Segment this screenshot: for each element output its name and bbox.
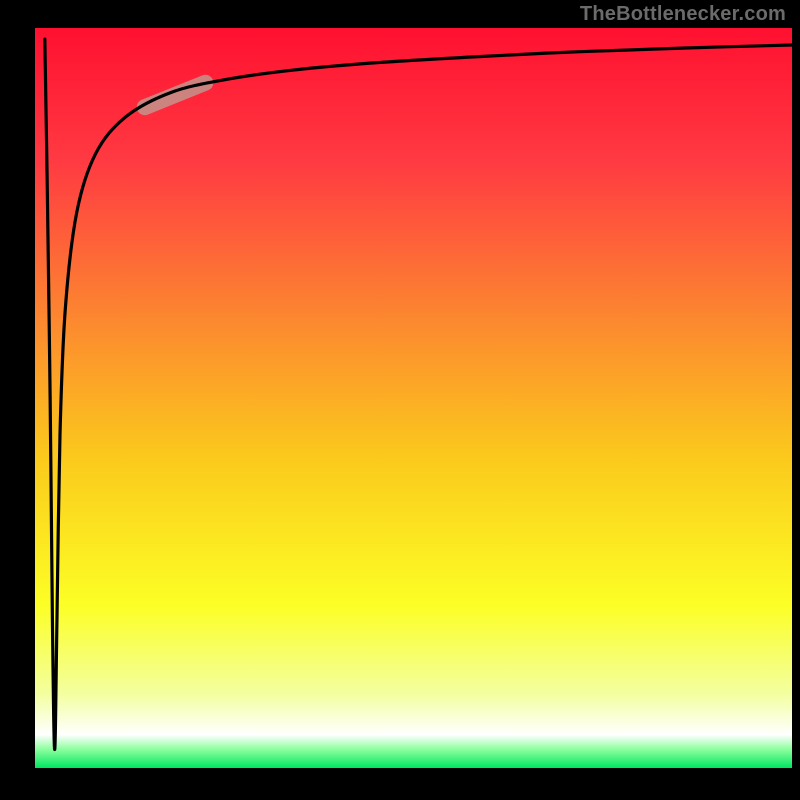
plot-background	[35, 28, 792, 768]
chart-container: TheBottlenecker.com	[0, 0, 800, 800]
bottleneck-chart	[0, 0, 800, 800]
